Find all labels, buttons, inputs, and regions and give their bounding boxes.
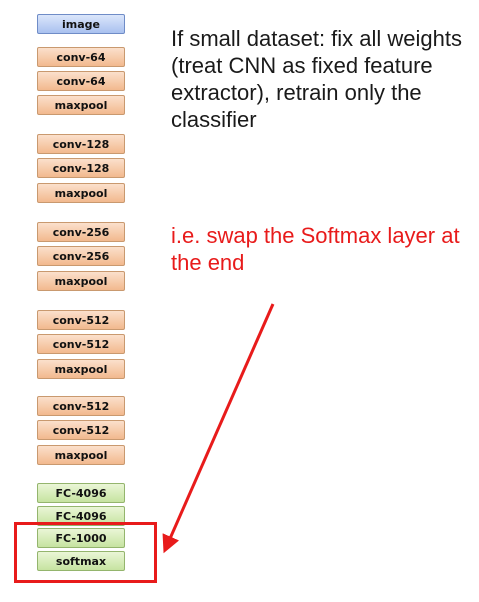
layer-fc-4096-1: FC-4096 bbox=[37, 483, 125, 503]
layer-conv-512-3: conv-512 bbox=[37, 396, 125, 416]
layer-conv-256-2: conv-256 bbox=[37, 246, 125, 266]
layer-maxpool-1: maxpool bbox=[37, 95, 125, 115]
classifier-highlight-box bbox=[14, 522, 157, 583]
layer-maxpool-4: maxpool bbox=[37, 359, 125, 379]
layer-maxpool-3: maxpool bbox=[37, 271, 125, 291]
layer-conv-512-1: conv-512 bbox=[37, 310, 125, 330]
layer-conv-64-1: conv-64 bbox=[37, 47, 125, 67]
layer-image: image bbox=[37, 14, 125, 34]
layer-fc-4096-2: FC-4096 bbox=[37, 506, 125, 526]
layer-maxpool-5: maxpool bbox=[37, 445, 125, 465]
layer-conv-128-1: conv-128 bbox=[37, 134, 125, 154]
layer-fc-1000: FC-1000 bbox=[37, 528, 125, 548]
layer-conv-64-2: conv-64 bbox=[37, 71, 125, 91]
layer-conv-512-4: conv-512 bbox=[37, 420, 125, 440]
main-explanation-text: If small dataset: fix all weights (treat… bbox=[171, 26, 463, 132]
layer-softmax: softmax bbox=[37, 551, 125, 571]
layer-conv-512-2: conv-512 bbox=[37, 334, 125, 354]
layer-conv-256-1: conv-256 bbox=[37, 222, 125, 242]
layer-maxpool-2: maxpool bbox=[37, 183, 125, 203]
note-text: i.e. swap the Softmax layer at the end bbox=[171, 223, 460, 275]
layer-conv-128-2: conv-128 bbox=[37, 158, 125, 178]
